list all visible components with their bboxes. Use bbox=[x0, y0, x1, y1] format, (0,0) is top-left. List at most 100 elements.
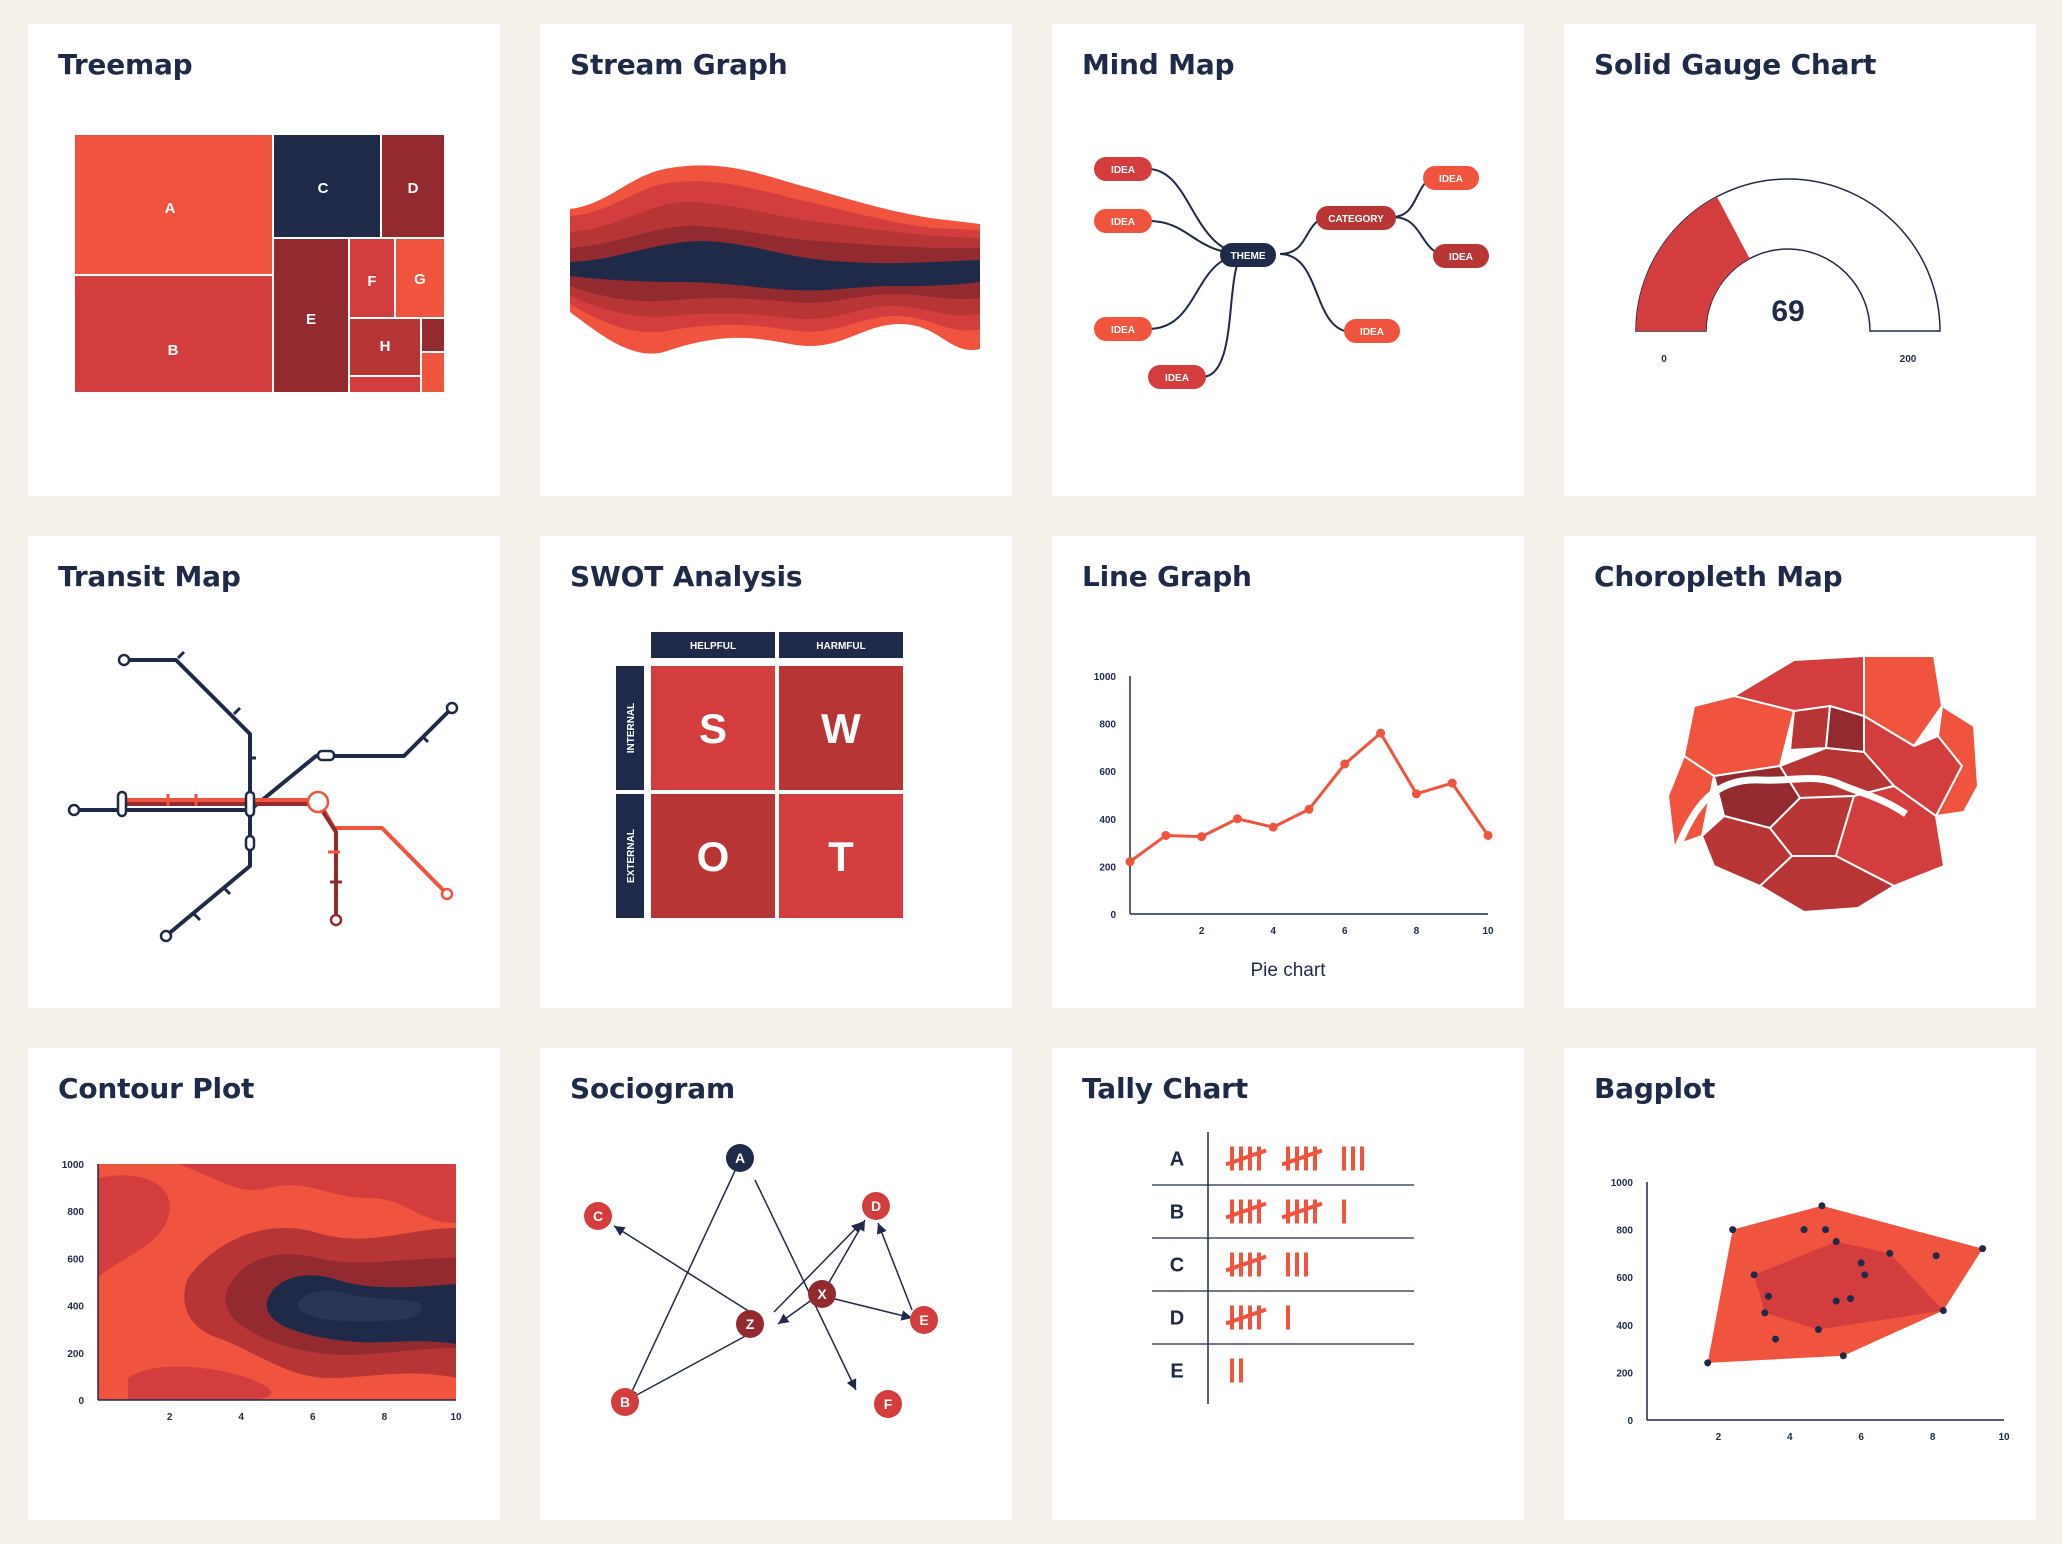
transit-interchange bbox=[306, 790, 330, 814]
swot-cell-t bbox=[779, 794, 903, 918]
treemap-label-f: F bbox=[367, 273, 376, 290]
choropleth-map bbox=[1666, 654, 1980, 914]
line-series bbox=[1129, 730, 1490, 863]
swot-letter-t: T bbox=[828, 833, 854, 880]
contour-x-tick: 2 bbox=[167, 1412, 173, 1423]
contour-x-tick: 6 bbox=[310, 1412, 316, 1423]
contour-x-tick: 10 bbox=[450, 1412, 462, 1423]
card-stream-graph: Stream Graph bbox=[540, 24, 1012, 496]
district-ne bbox=[1863, 655, 1944, 748]
card-swot: SWOT Analysis HELPFUL HARMFUL INTERNAL E… bbox=[540, 536, 1012, 1008]
bagplot-point bbox=[1814, 1326, 1822, 1334]
swot-cell-s bbox=[651, 666, 775, 790]
treemap-cell-b bbox=[73, 274, 274, 394]
card-tally: Tally Chart A B C D E bbox=[1052, 1048, 1524, 1520]
river bbox=[1672, 774, 1908, 854]
bagplot-point bbox=[1750, 1271, 1758, 1279]
line-x-tick: 4 bbox=[1270, 926, 1276, 937]
district-w bbox=[1666, 754, 1716, 848]
bagplot-point bbox=[1846, 1295, 1854, 1303]
bagplot-point bbox=[1800, 1226, 1808, 1234]
card-title: Contour Plot bbox=[58, 1072, 255, 1105]
line-point bbox=[1304, 804, 1314, 814]
swot-letter-s: S bbox=[699, 705, 727, 752]
bagplot-point bbox=[1979, 1245, 1987, 1253]
mind-node-idea-4 bbox=[1148, 365, 1206, 389]
treemap-label-c: C bbox=[318, 180, 329, 197]
bagplot-point bbox=[1761, 1309, 1769, 1317]
bagplot-point bbox=[1839, 1352, 1847, 1360]
tally-strike bbox=[1225, 1148, 1267, 1167]
gauge-value: 69 bbox=[1771, 295, 1804, 328]
card-title: Transit Map bbox=[58, 560, 241, 593]
mind-node-idea-1 bbox=[1094, 157, 1152, 181]
tally-strike bbox=[1225, 1201, 1267, 1220]
contour-level-5 bbox=[297, 1290, 422, 1322]
line-x-tick: 8 bbox=[1414, 926, 1420, 937]
treemap-cell-a bbox=[73, 133, 274, 276]
tally-strike bbox=[1281, 1201, 1323, 1220]
mind-node-idea-6 bbox=[1433, 244, 1489, 268]
socio-node-e-label: E bbox=[919, 1312, 928, 1328]
treemap-cell-i bbox=[420, 317, 446, 353]
transit-line-navy-1 bbox=[124, 658, 252, 938]
line-x-tick: 6 bbox=[1342, 926, 1348, 937]
socio-node-z bbox=[736, 1310, 764, 1338]
line-y-tick: 400 bbox=[1099, 815, 1116, 826]
line-point bbox=[1483, 830, 1493, 840]
contour-x-tick: 4 bbox=[238, 1412, 244, 1423]
transit-line-dark bbox=[124, 802, 338, 920]
district-far-e bbox=[1934, 704, 1980, 818]
contour-x-tick: 8 bbox=[382, 1412, 388, 1423]
line-point bbox=[1125, 857, 1135, 867]
treemap-label-b: B bbox=[168, 342, 179, 359]
bagplot-point bbox=[1818, 1202, 1826, 1210]
contour-y-tick: 1000 bbox=[62, 1160, 85, 1171]
line-x-tick: 10 bbox=[1482, 926, 1494, 937]
contour-y-tick: 0 bbox=[78, 1396, 84, 1407]
bagplot-bag bbox=[1754, 1241, 1944, 1330]
mind-node-idea-2-label: IDEA bbox=[1111, 217, 1135, 228]
line-y-tick: 1000 bbox=[1094, 672, 1117, 683]
treemap-label-h: H bbox=[380, 338, 391, 355]
bagplot-point bbox=[1764, 1292, 1772, 1300]
tally-chart: A B C D E bbox=[1152, 1132, 1414, 1404]
socio-node-b bbox=[611, 1388, 639, 1416]
socio-node-b-label: B bbox=[620, 1394, 630, 1410]
bagplot-x-tick: 4 bbox=[1787, 1432, 1793, 1443]
treemap-label-a: A bbox=[165, 200, 176, 217]
line-x-label: Pie chart bbox=[1251, 960, 1327, 981]
swot-col-harmful: HARMFUL bbox=[816, 641, 865, 652]
treemap-cell-k bbox=[348, 375, 422, 394]
sociogram-chart: A C D X Z E B F bbox=[584, 1144, 938, 1418]
line-y-tick: 600 bbox=[1099, 767, 1116, 778]
line-point bbox=[1197, 832, 1207, 842]
tally-row-label: C bbox=[1170, 1255, 1184, 1277]
mind-node-idea-5 bbox=[1423, 166, 1479, 190]
socio-node-x-label: X bbox=[817, 1286, 827, 1302]
card-mind-map: Mind Map THEME CATEGORY IDEA IDEA IDEA I… bbox=[1052, 24, 1524, 496]
card-contour: Contour Plot 0 200 400 600 800 1000 2 4 6 8 10 bbox=[28, 1048, 500, 1520]
mind-node-category-label: CATEGORY bbox=[1328, 214, 1384, 225]
bagplot-x-tick: 2 bbox=[1716, 1432, 1722, 1443]
socio-node-d-label: D bbox=[871, 1198, 881, 1214]
district-s2 bbox=[1758, 855, 1897, 914]
tally-row-label: D bbox=[1170, 1308, 1184, 1330]
bagplot-point bbox=[1832, 1238, 1840, 1245]
tally-strike bbox=[1225, 1254, 1267, 1273]
stream-graph-chart bbox=[570, 165, 980, 354]
card-title: SWOT Analysis bbox=[570, 560, 803, 593]
bagplot-y-tick: 0 bbox=[1627, 1416, 1633, 1427]
mind-node-theme bbox=[1220, 243, 1276, 267]
socio-node-e bbox=[910, 1306, 938, 1334]
line-y-tick: 200 bbox=[1099, 862, 1116, 873]
card-bagplot: Bagplot 0 200 400 600 800 1000 2 4 6 8 10 bbox=[1564, 1048, 2036, 1520]
socio-node-a bbox=[726, 1144, 754, 1172]
mind-node-idea-5-label: IDEA bbox=[1439, 174, 1463, 185]
card-title: Line Graph bbox=[1082, 560, 1252, 593]
transit-line-navy-2 bbox=[74, 706, 454, 812]
treemap-cell-c bbox=[272, 133, 382, 239]
mind-node-idea-7-label: IDEA bbox=[1360, 327, 1384, 338]
tally-row-label: A bbox=[1170, 1149, 1184, 1171]
line-point bbox=[1232, 814, 1242, 824]
